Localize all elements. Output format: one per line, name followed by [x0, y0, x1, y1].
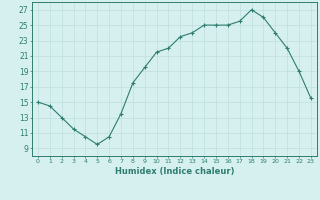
- X-axis label: Humidex (Indice chaleur): Humidex (Indice chaleur): [115, 167, 234, 176]
